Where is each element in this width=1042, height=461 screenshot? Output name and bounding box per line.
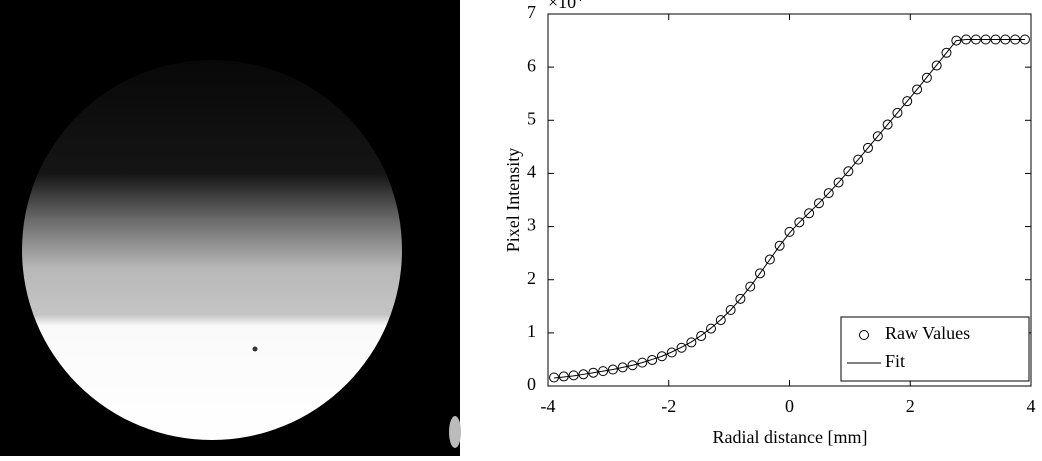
y-tick-label: 5 bbox=[527, 108, 536, 128]
data-point bbox=[578, 369, 589, 380]
data-point bbox=[666, 347, 677, 358]
photo-disk bbox=[22, 60, 402, 440]
data-point bbox=[774, 240, 785, 251]
data-point bbox=[921, 72, 932, 83]
data-point bbox=[706, 323, 717, 334]
data-point bbox=[931, 60, 942, 71]
y-multiplier-exponent: 4 bbox=[576, 0, 582, 4]
data-point bbox=[598, 366, 609, 377]
data-point bbox=[715, 315, 726, 326]
data-point bbox=[588, 367, 599, 378]
data-point bbox=[696, 331, 707, 342]
y-tick-label: 6 bbox=[527, 55, 536, 75]
data-point bbox=[637, 357, 648, 368]
y-tick-label: 3 bbox=[527, 215, 536, 235]
legend-marker bbox=[859, 330, 869, 340]
data-point bbox=[686, 337, 697, 348]
photo-speck bbox=[252, 346, 258, 352]
data-point bbox=[892, 107, 903, 118]
x-tick-label: -2 bbox=[661, 396, 676, 416]
data-point bbox=[941, 47, 952, 58]
y-tick-label: 0 bbox=[527, 374, 536, 394]
data-point bbox=[617, 362, 628, 373]
data-point bbox=[843, 166, 854, 177]
data-point bbox=[912, 84, 923, 95]
data-point bbox=[882, 119, 893, 130]
data-point bbox=[607, 364, 618, 375]
data-point bbox=[656, 351, 667, 362]
legend-label: Raw Values bbox=[885, 323, 970, 343]
data-point bbox=[823, 188, 834, 199]
data-point bbox=[853, 154, 864, 165]
x-tick-label: 4 bbox=[1027, 396, 1036, 416]
data-point bbox=[833, 177, 844, 188]
data-point bbox=[872, 131, 883, 142]
y-tick-label: 7 bbox=[527, 2, 536, 22]
data-point bbox=[735, 293, 746, 304]
data-point bbox=[764, 254, 775, 265]
data-point bbox=[902, 96, 913, 107]
data-point bbox=[813, 198, 824, 209]
y-multiplier: ×104 bbox=[548, 0, 582, 12]
x-tick-label: -4 bbox=[541, 396, 556, 416]
data-point bbox=[745, 281, 756, 292]
y-multiplier-base: ×10 bbox=[548, 0, 576, 12]
fit-line bbox=[553, 39, 1025, 379]
legend-label: Fit bbox=[885, 351, 905, 371]
y-tick-label: 1 bbox=[527, 321, 536, 341]
legend-box bbox=[840, 316, 1030, 382]
data-point bbox=[804, 208, 815, 219]
data-point bbox=[862, 142, 873, 153]
data-point bbox=[627, 360, 638, 371]
x-tick-label: 0 bbox=[785, 396, 794, 416]
data-point bbox=[794, 217, 805, 228]
x-tick-label: 2 bbox=[906, 396, 915, 416]
y-axis-label: Pixel Intensity bbox=[503, 148, 523, 253]
data-point bbox=[647, 354, 658, 365]
data-point bbox=[725, 305, 736, 316]
x-axis-label: Radial distance [mm] bbox=[713, 427, 868, 447]
data-point bbox=[755, 268, 766, 279]
photo-glare bbox=[449, 416, 461, 448]
data-point bbox=[784, 226, 795, 237]
y-tick-label: 4 bbox=[527, 162, 536, 182]
data-point bbox=[676, 342, 687, 353]
y-tick-label: 2 bbox=[527, 268, 536, 288]
